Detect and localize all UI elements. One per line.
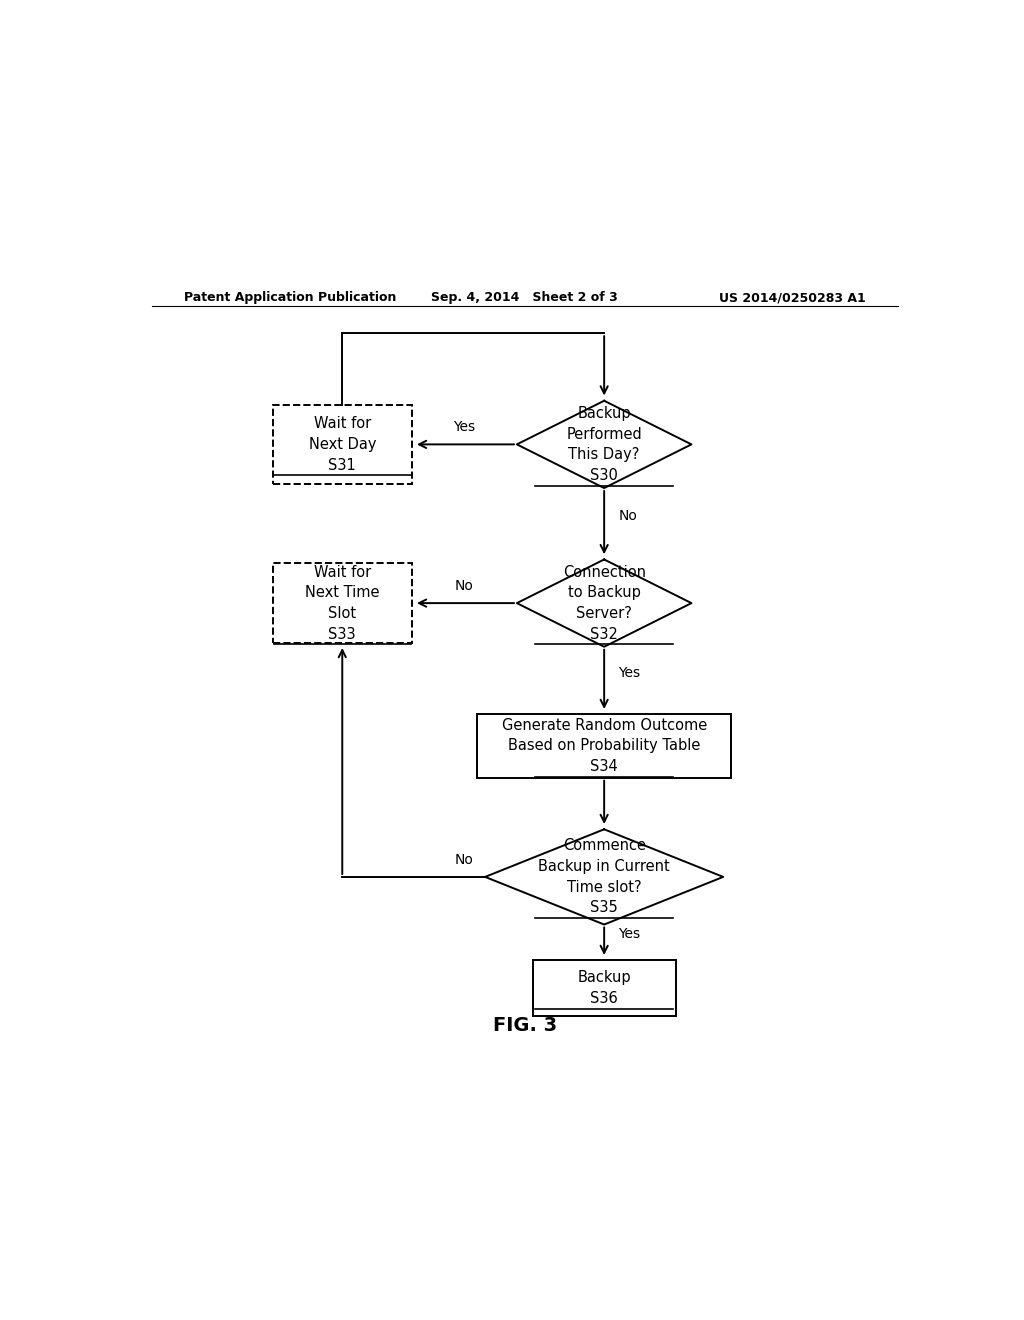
Bar bbox=[272, 564, 412, 643]
Text: Backup: Backup bbox=[578, 407, 631, 421]
Text: Wait for: Wait for bbox=[313, 565, 371, 579]
Text: Next Time: Next Time bbox=[305, 585, 380, 601]
Text: Performed: Performed bbox=[566, 426, 642, 442]
Text: This Day?: This Day? bbox=[568, 447, 640, 462]
Text: Backup: Backup bbox=[578, 970, 631, 985]
Text: Commence: Commence bbox=[562, 838, 646, 854]
Bar bbox=[272, 405, 412, 484]
Text: Yes: Yes bbox=[618, 928, 641, 941]
Text: No: No bbox=[455, 853, 473, 867]
Text: Based on Probability Table: Based on Probability Table bbox=[508, 738, 700, 754]
Text: S32: S32 bbox=[590, 627, 618, 642]
Text: Yes: Yes bbox=[618, 665, 641, 680]
Text: Slot: Slot bbox=[329, 606, 356, 620]
Text: FIG. 3: FIG. 3 bbox=[493, 1016, 557, 1035]
Text: S34: S34 bbox=[590, 759, 618, 774]
Text: Backup in Current: Backup in Current bbox=[539, 859, 670, 874]
Bar bbox=[477, 714, 731, 777]
Text: Wait for: Wait for bbox=[313, 416, 371, 432]
Text: No: No bbox=[618, 508, 637, 523]
Text: S33: S33 bbox=[329, 627, 356, 642]
Text: Generate Random Outcome: Generate Random Outcome bbox=[502, 718, 707, 733]
Text: Connection: Connection bbox=[562, 565, 646, 579]
Text: No: No bbox=[455, 578, 474, 593]
Text: US 2014/0250283 A1: US 2014/0250283 A1 bbox=[719, 292, 866, 304]
Text: Server?: Server? bbox=[577, 606, 632, 620]
Text: S36: S36 bbox=[590, 991, 618, 1006]
Text: Patent Application Publication: Patent Application Publication bbox=[183, 292, 396, 304]
Text: Sep. 4, 2014   Sheet 2 of 3: Sep. 4, 2014 Sheet 2 of 3 bbox=[431, 292, 618, 304]
Text: Yes: Yes bbox=[454, 420, 475, 434]
Text: Next Day: Next Day bbox=[308, 437, 376, 451]
Text: to Backup: to Backup bbox=[567, 585, 641, 601]
Text: Time slot?: Time slot? bbox=[567, 879, 641, 895]
Text: S30: S30 bbox=[590, 467, 618, 483]
Bar bbox=[532, 960, 676, 1016]
Text: S35: S35 bbox=[590, 900, 618, 915]
Text: S31: S31 bbox=[329, 458, 356, 473]
